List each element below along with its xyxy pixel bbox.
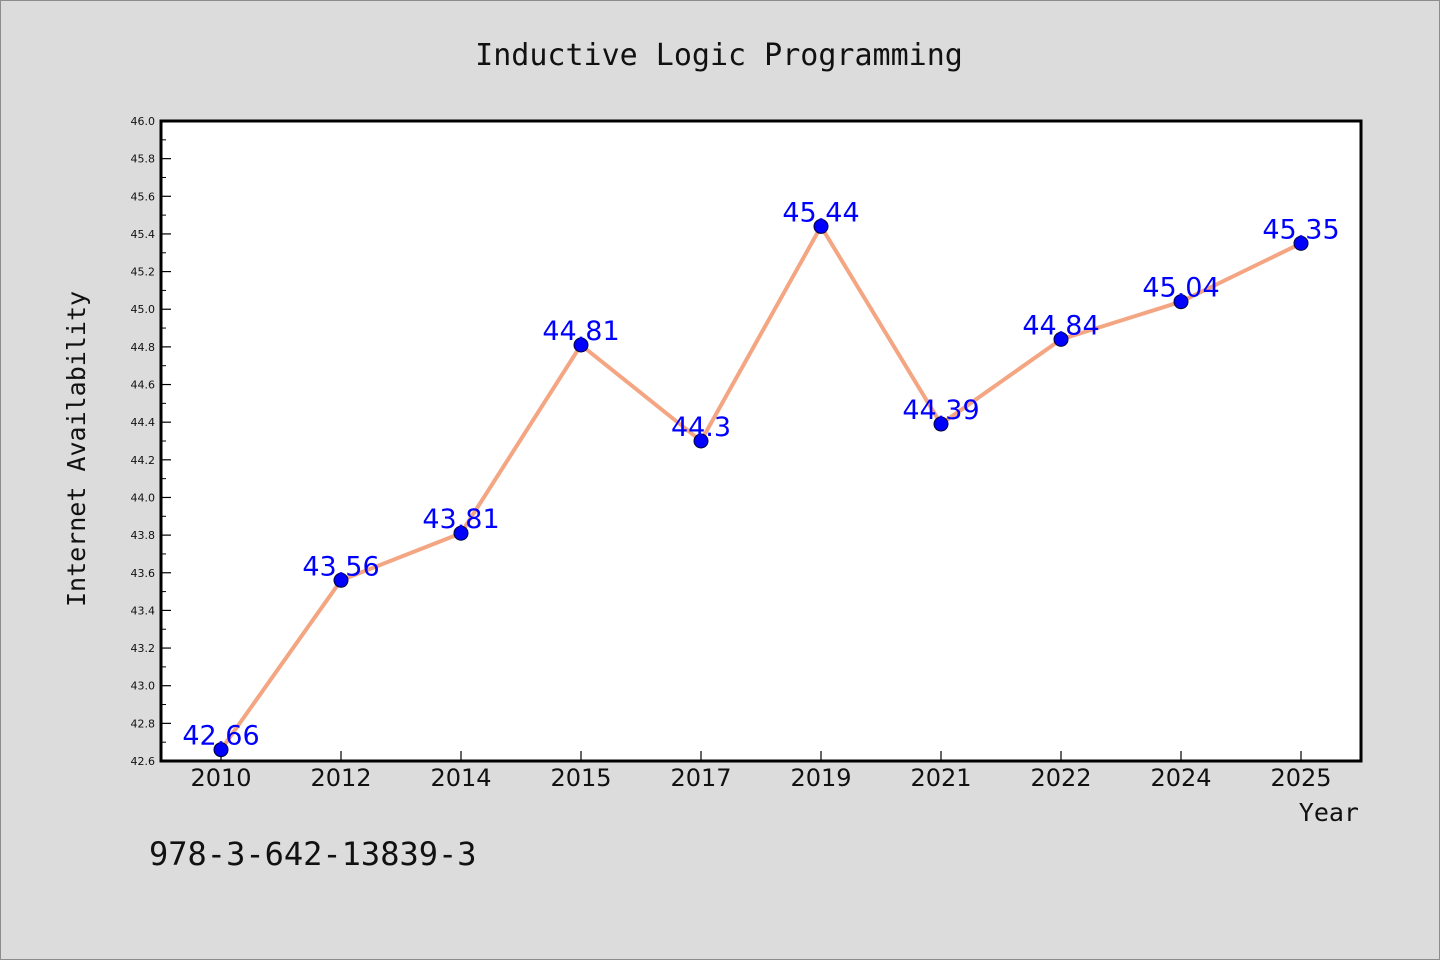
- data-label: 44.39: [902, 395, 979, 426]
- y-tick-label: 45.4: [131, 228, 156, 241]
- data-label: 45.44: [782, 197, 859, 228]
- x-tick-label: 2012: [310, 764, 371, 792]
- data-point: [1293, 235, 1309, 251]
- data-point: [1053, 331, 1069, 347]
- data-label: 44.84: [1022, 310, 1099, 341]
- y-tick-label: 43.8: [131, 529, 156, 542]
- data-labels: 42.66 43.56 43.81 44.81 44.3 45.44 44.39 44.84 4…: [182, 197, 1339, 751]
- y-tick-label: 42.8: [131, 717, 156, 730]
- series-line: [219, 224, 1302, 751]
- data-point: [813, 218, 829, 234]
- x-tick-label: 2014: [430, 764, 491, 792]
- y-tick-label: 45.2: [131, 266, 156, 279]
- y-tick-label: 45.0: [131, 303, 156, 316]
- y-tick-label: 46.0: [131, 115, 156, 128]
- x-tick-label: 2024: [1150, 764, 1211, 792]
- y-tick-label: 43.4: [131, 604, 156, 617]
- data-point: [213, 742, 229, 758]
- plot-area: [159, 119, 1363, 763]
- data-series: [213, 218, 1309, 758]
- y-tick-label: 44.8: [131, 341, 156, 354]
- y-tick-label: 45.6: [131, 190, 156, 203]
- data-label: 45.35: [1262, 214, 1339, 245]
- data-point: [453, 525, 469, 541]
- y-tick-label: 43.0: [131, 680, 156, 693]
- data-point: [333, 572, 349, 588]
- y-tick-label: 44.0: [131, 491, 156, 504]
- data-point: [933, 416, 949, 432]
- y-axis-label: Internet Availability: [62, 291, 91, 607]
- x-tick-label: 2019: [790, 764, 851, 792]
- data-point: [573, 337, 589, 353]
- data-point: [693, 433, 709, 449]
- chart-title: Inductive Logic Programming: [475, 38, 963, 73]
- data-label: 42.66: [182, 721, 259, 752]
- isbn-text: 978-3-642-13839-3: [149, 835, 477, 873]
- x-tick-label: 2010: [190, 764, 251, 792]
- x-tick-label: 2017: [670, 764, 731, 792]
- x-tick-label: 2025: [1270, 764, 1331, 792]
- y-tick-label: 44.6: [131, 379, 156, 392]
- x-axis-label: Year: [1299, 798, 1359, 827]
- data-label: 45.04: [1142, 273, 1219, 304]
- data-label: 43.56: [302, 551, 379, 582]
- y-tick-label: 43.6: [131, 567, 156, 580]
- y-tick-label: 45.8: [131, 153, 156, 166]
- y-tick-label: 43.2: [131, 642, 156, 655]
- x-tick-label: 2022: [1030, 764, 1091, 792]
- data-label: 44.81: [542, 316, 619, 347]
- data-point: [1173, 294, 1189, 310]
- y-tick-label: 42.6: [131, 755, 156, 768]
- y-axis: 42.6 42.8 43.0 43.2 43.4 43.6 43.8 44.0 44.2 44.4…: [131, 115, 171, 768]
- x-tick-label: 2021: [910, 764, 971, 792]
- data-label: 44.3: [671, 412, 731, 443]
- data-label: 43.81: [422, 504, 499, 535]
- y-tick-label: 44.2: [131, 454, 156, 467]
- y-tick-label: 44.4: [131, 416, 156, 429]
- x-axis: 2010 2012 2014 2015 2017 2019 2021 2022 2024 2025: [190, 751, 1332, 792]
- x-tick-label: 2015: [550, 764, 611, 792]
